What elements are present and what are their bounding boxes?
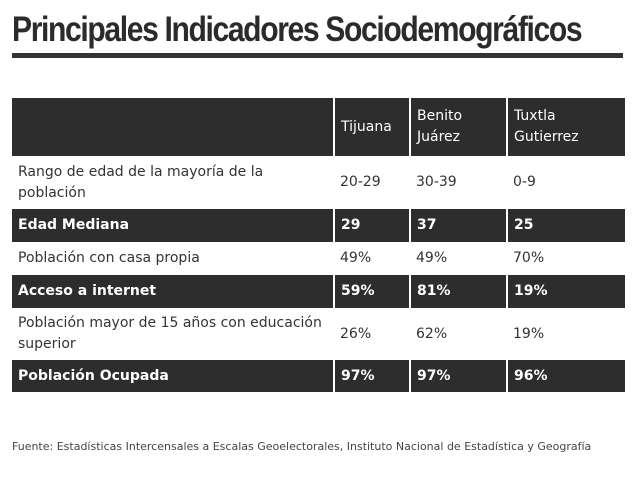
cell-value: 96% [506, 360, 625, 392]
cell-value: 19% [506, 275, 625, 308]
cell-value: 81% [409, 275, 507, 308]
table-row: Rango de edad de la mayoría de la poblac… [12, 156, 625, 209]
cell-value: 62% [410, 308, 507, 360]
cell-value: 19% [507, 308, 625, 360]
column-header-benito-juarez: Benito Juárez [409, 98, 507, 156]
page-title: Principales Indicadores Sociodemográfico… [12, 10, 583, 49]
header-empty-cell [12, 98, 334, 156]
cell-value: 0-9 [507, 156, 625, 209]
table-row: Edad Mediana 29 37 25 [12, 209, 625, 242]
column-header-tijuana: Tijuana [333, 98, 410, 156]
row-label: Edad Mediana [12, 209, 334, 242]
table-row: Población Ocupada 97% 97% 96% [12, 360, 625, 392]
table-row: Población con casa propia 49% 49% 70% [12, 242, 625, 275]
table-row: Población mayor de 15 años con educación… [12, 308, 625, 360]
cell-value: 97% [333, 360, 410, 392]
row-label: Acceso a internet [12, 275, 334, 308]
title-divider [12, 53, 623, 58]
cell-value: 25 [506, 209, 625, 242]
cell-value: 26% [334, 308, 410, 360]
cell-value: 97% [409, 360, 507, 392]
row-label: Población Ocupada [12, 360, 334, 392]
cell-value: 59% [333, 275, 410, 308]
cell-value: 49% [334, 242, 410, 275]
cell-value: 70% [507, 242, 625, 275]
cell-value: 29 [333, 209, 410, 242]
cell-value: 37 [409, 209, 507, 242]
column-header-label: Tijuana [341, 118, 392, 135]
table-row: Acceso a internet 59% 81% 19% [12, 275, 625, 308]
row-label: Población mayor de 15 años con educación… [12, 308, 334, 360]
indicators-table: Tijuana Benito Juárez Tuxtla Gutierrez R… [12, 98, 625, 392]
source-note: Fuente: Estadísticas Intercensales a Esc… [12, 440, 592, 453]
column-header-label: Tuxtla Gutierrez [514, 108, 579, 145]
column-header-tuxtla-gutierrez: Tuxtla Gutierrez [506, 98, 625, 156]
column-header-label: Benito Juárez [417, 108, 463, 145]
cell-value: 49% [410, 242, 507, 275]
cell-value: 20-29 [334, 156, 410, 209]
table-header-row: Tijuana Benito Juárez Tuxtla Gutierrez [12, 98, 625, 156]
row-label: Población con casa propia [12, 242, 334, 275]
cell-value: 30-39 [410, 156, 507, 209]
row-label: Rango de edad de la mayoría de la poblac… [12, 156, 334, 209]
